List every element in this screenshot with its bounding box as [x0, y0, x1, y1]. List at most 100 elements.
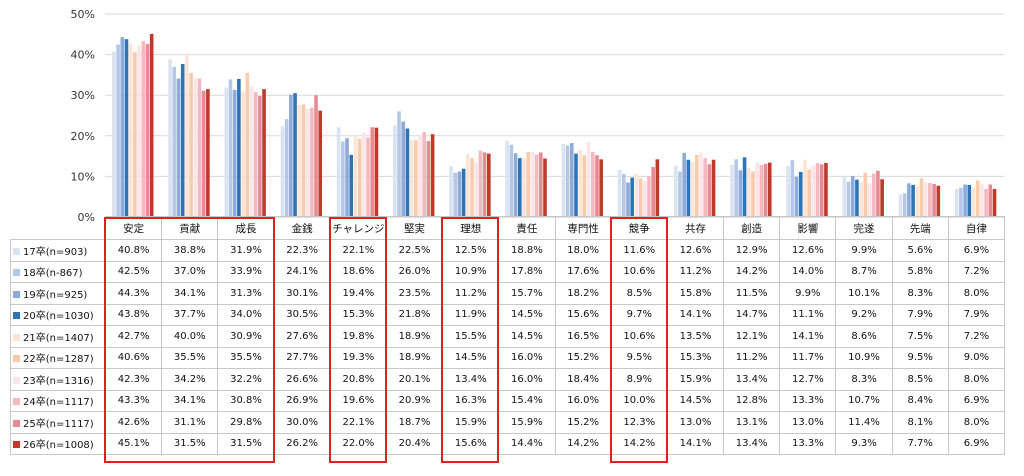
data-label: 12.6% — [779, 239, 837, 262]
bar — [971, 187, 976, 217]
bar — [405, 128, 410, 217]
data-label: 7.5% — [891, 325, 949, 348]
data-label: 14.0% — [779, 260, 837, 283]
bar — [578, 150, 582, 217]
bar — [426, 141, 431, 217]
data-label: 11.9% — [442, 303, 500, 326]
data-label: 8.3% — [835, 368, 893, 391]
data-label: 10.1% — [835, 282, 893, 305]
bar — [297, 104, 302, 217]
data-label: 15.8% — [666, 282, 725, 305]
table-row: 24卒(n=1117) 43.3% 34.1% 30.8% 26.9% 19.6% 20.9… — [10, 389, 1006, 412]
data-label: 12.5% — [442, 239, 500, 262]
data-label: 31.5% — [217, 432, 275, 455]
series-label: 20卒(n=1030) — [10, 303, 106, 326]
y-tick-label: 20% — [71, 130, 95, 143]
bar — [699, 152, 703, 217]
data-label: 11.2% — [666, 260, 725, 283]
bar — [401, 121, 406, 217]
data-label: 27.7% — [273, 346, 331, 369]
data-label: 8.6% — [835, 325, 893, 348]
bar — [128, 43, 133, 217]
bar — [803, 159, 807, 217]
bar — [193, 78, 198, 218]
category-label: 完遂 — [835, 216, 893, 240]
bar-group — [168, 54, 210, 218]
bar — [397, 111, 401, 217]
series-name: 20卒(n=1030) — [23, 311, 94, 323]
bar — [936, 185, 941, 217]
data-label: 18.7% — [385, 411, 444, 434]
data-label: 15.9% — [666, 368, 725, 391]
bar — [228, 79, 233, 218]
bar — [595, 155, 599, 217]
bar — [859, 182, 863, 217]
series-label: 21卒(n=1407) — [10, 325, 106, 348]
data-label: 8.4% — [891, 389, 949, 412]
data-label: 14.1% — [666, 432, 725, 455]
data-label: 12.8% — [723, 389, 781, 412]
bar — [185, 54, 189, 217]
data-label: 7.2% — [947, 260, 1006, 283]
legend-swatch — [13, 398, 20, 406]
data-label: 30.1% — [273, 282, 331, 305]
data-label: 10.6% — [610, 325, 668, 348]
legend-swatch — [13, 355, 20, 363]
table-row: 26卒(n=1008) 45.1% 31.5% 31.5% 26.2% 22.0% 20.4… — [10, 432, 1006, 455]
bar — [767, 162, 772, 217]
data-label: 27.6% — [273, 325, 331, 348]
bar — [422, 132, 427, 217]
bar — [370, 127, 375, 217]
data-label: 12.6% — [666, 239, 725, 262]
bar-group — [224, 72, 266, 218]
series-label: 24卒(n=1117) — [10, 389, 106, 412]
bar — [975, 180, 980, 217]
bar — [824, 163, 828, 217]
bar — [145, 44, 150, 217]
bar — [237, 78, 241, 218]
data-label: 8.0% — [947, 282, 1006, 305]
data-label: 18.0% — [554, 239, 612, 262]
bar — [984, 188, 988, 217]
data-label: 30.5% — [273, 303, 331, 326]
bar — [902, 193, 907, 217]
data-label: 14.2% — [554, 432, 612, 455]
data-label: 18.2% — [554, 282, 612, 305]
data-label: 11.5% — [723, 282, 781, 305]
bar-group — [673, 152, 716, 217]
data-label: 14.2% — [723, 260, 781, 283]
bar-group — [561, 142, 603, 217]
bar — [224, 87, 229, 218]
data-label: 31.5% — [161, 432, 219, 455]
data-label: 40.8% — [104, 239, 163, 262]
bar — [871, 173, 876, 217]
bar — [673, 165, 678, 217]
legend-swatch — [13, 247, 20, 255]
bar-group — [449, 150, 491, 217]
data-label: 42.6% — [104, 411, 163, 434]
bar — [919, 178, 924, 217]
data-label: 22.1% — [329, 239, 387, 262]
bar — [534, 154, 539, 217]
legend-swatch — [13, 441, 20, 449]
series-name: 26卒(n=1008) — [23, 440, 94, 452]
bar — [898, 194, 903, 217]
bar — [911, 184, 915, 217]
data-label: 11.7% — [779, 346, 837, 369]
legend-swatch — [13, 269, 20, 277]
table-row: 21卒(n=1407) 42.7% 40.0% 30.9% 27.6% 19.8% 18.9… — [10, 325, 1006, 348]
data-label: 30.0% — [273, 411, 331, 434]
bar — [730, 164, 734, 217]
data-label: 16.0% — [554, 389, 612, 412]
bar — [393, 125, 397, 217]
data-label: 7.2% — [947, 325, 1006, 348]
bar — [409, 140, 414, 217]
bar — [314, 95, 318, 217]
bar — [258, 96, 262, 217]
bar — [759, 165, 764, 217]
bar — [734, 159, 738, 217]
data-label: 12.1% — [723, 325, 781, 348]
data-label: 16.0% — [498, 346, 556, 369]
bar — [449, 166, 453, 217]
